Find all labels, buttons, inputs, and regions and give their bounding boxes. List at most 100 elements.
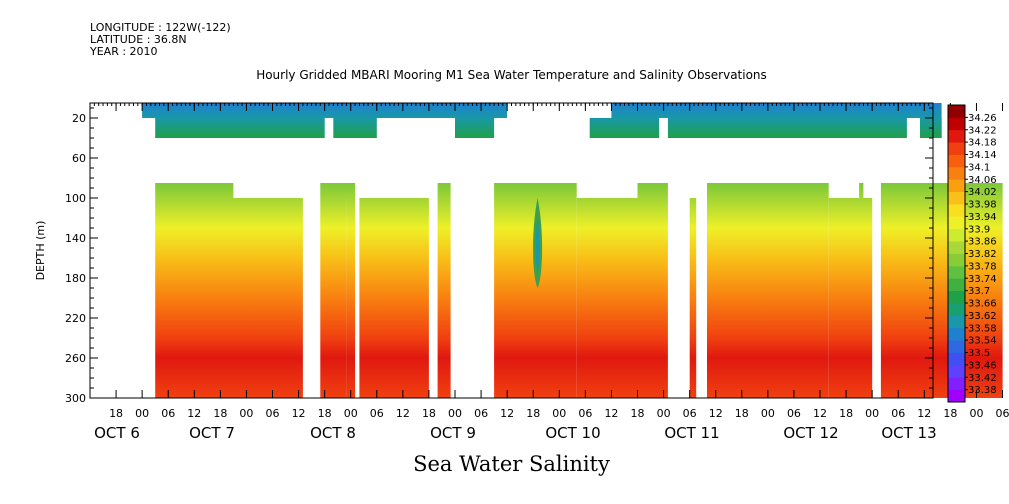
chart-title: Hourly Gridded MBARI Mooring M1 Sea Wate… xyxy=(256,68,767,82)
colorbar-swatch xyxy=(948,117,965,131)
data-span-9 xyxy=(155,183,234,198)
y-tick-label: 140 xyxy=(65,232,86,245)
salinity-data-layer xyxy=(142,103,1003,398)
colorbar-swatch xyxy=(948,303,965,316)
x-tick-label: 18 xyxy=(318,407,332,420)
y-tick-label: 60 xyxy=(72,152,86,165)
colorbar-label: 33.5 xyxy=(968,348,990,359)
colorbar-label: 33.98 xyxy=(968,200,997,211)
colorbar-label: 33.78 xyxy=(968,261,997,272)
colorbar-swatch xyxy=(948,166,965,180)
x-day-label: OCT 9 xyxy=(430,424,476,442)
x-tick-label: 00 xyxy=(865,407,879,420)
x-tick-label: 12 xyxy=(709,407,723,420)
colorbar-swatch xyxy=(948,278,965,292)
year-label: YEAR : 2010 xyxy=(90,45,158,58)
y-tick-label: 300 xyxy=(65,392,86,405)
x-tick-label: 00 xyxy=(761,407,775,420)
colorbar-label: 33.94 xyxy=(968,212,997,223)
colorbar-label: 33.54 xyxy=(968,336,997,347)
x-tick-label: 12 xyxy=(187,407,201,420)
x-tick-label: 12 xyxy=(604,407,618,420)
colorbar-label: 34.26 xyxy=(968,113,997,124)
y-axis-label: DEPTH (m) xyxy=(34,221,47,281)
data-span-14 xyxy=(437,183,451,398)
x-tick-label: 00 xyxy=(552,407,566,420)
x-tick-label: 18 xyxy=(422,407,436,420)
x-tick-label: 06 xyxy=(161,407,175,420)
anomaly-plume-core-0 xyxy=(535,218,540,273)
colorbar-swatch xyxy=(948,204,965,217)
x-tick-label: 18 xyxy=(735,407,749,420)
x-tick-label: 12 xyxy=(917,407,931,420)
data-span-17 xyxy=(637,183,668,398)
x-day-label: OCT 12 xyxy=(783,424,838,442)
plot-metadata: LONGITUDE : 122W(-122) LATITUDE : 36.8N … xyxy=(90,22,231,58)
colorbar-swatch xyxy=(948,142,965,155)
x-tick-label: 06 xyxy=(578,407,592,420)
colorbar-swatch xyxy=(948,340,965,353)
x-tick-label: 00 xyxy=(969,407,983,420)
x-tick-label: 00 xyxy=(448,407,462,420)
x-tick-label: 12 xyxy=(813,407,827,420)
colorbar-label: 33.58 xyxy=(968,323,997,334)
data-span-20 xyxy=(828,198,873,398)
colorbar-label: 33.86 xyxy=(968,237,997,248)
x-day-label: OCT 10 xyxy=(545,424,600,442)
colorbar-label: 33.66 xyxy=(968,299,997,310)
colorbar-swatch xyxy=(948,179,965,193)
colorbar-swatch xyxy=(948,290,965,304)
data-span-5 xyxy=(589,118,660,138)
colorbar-label: 33.74 xyxy=(968,274,997,285)
x-tick-label: 00 xyxy=(344,407,358,420)
x-axis-title: Sea Water Salinity xyxy=(413,452,610,476)
x-tick-label: 00 xyxy=(657,407,671,420)
x-tick-label: 06 xyxy=(683,407,697,420)
colorbar-label: 33.7 xyxy=(968,286,990,297)
colorbar-swatch xyxy=(948,154,965,168)
colorbar-swatch xyxy=(948,241,965,254)
colorbar-swatch xyxy=(948,105,965,118)
colorbar-label: 34.02 xyxy=(968,187,997,198)
colorbar-swatch xyxy=(948,389,965,403)
x-tick-label: 12 xyxy=(292,407,306,420)
data-span-21 xyxy=(859,183,864,198)
colorbar-label: 34.14 xyxy=(968,150,997,161)
x-tick-label: 06 xyxy=(474,407,488,420)
x-tick-label: 06 xyxy=(266,407,280,420)
x-tick-label: 18 xyxy=(213,407,227,420)
colorbar-label: 33.82 xyxy=(968,249,997,260)
x-tick-label: 18 xyxy=(109,407,123,420)
latitude-label: LATITUDE : 36.8N xyxy=(90,33,187,46)
x-tick-label: 18 xyxy=(839,407,853,420)
colorbar-swatch xyxy=(948,228,965,242)
colorbar-swatch xyxy=(948,216,965,230)
colorbar-label: 34.1 xyxy=(968,162,990,173)
colorbar-swatch xyxy=(948,364,965,378)
x-tick-label: 00 xyxy=(135,407,149,420)
x-day-label: OCT 6 xyxy=(94,424,140,442)
longitude-label: LONGITUDE : 122W(-122) xyxy=(90,21,231,34)
x-day-label: OCT 11 xyxy=(664,424,719,442)
colorbar-label: 34.18 xyxy=(968,138,997,149)
colorbar-swatch xyxy=(948,191,965,205)
data-span-1 xyxy=(611,103,942,118)
colorbar-swatch xyxy=(948,265,965,279)
colorbar-swatch xyxy=(948,315,965,329)
x-tick-label: 06 xyxy=(787,407,801,420)
data-span-4 xyxy=(455,118,495,138)
data-span-22 xyxy=(880,183,1003,398)
y-tick-label: 180 xyxy=(65,272,86,285)
colorbar-swatch xyxy=(948,352,965,366)
data-span-12 xyxy=(346,183,356,398)
x-tick-label: 12 xyxy=(500,407,514,420)
colorbar-label: 34.22 xyxy=(968,125,997,136)
colorbar-swatch xyxy=(948,253,965,267)
y-tick-label: 100 xyxy=(65,192,86,205)
x-tick-label: 18 xyxy=(631,407,645,420)
colorbar-swatch xyxy=(948,377,965,391)
data-span-6 xyxy=(667,118,907,138)
x-day-label: OCT 13 xyxy=(881,424,936,442)
